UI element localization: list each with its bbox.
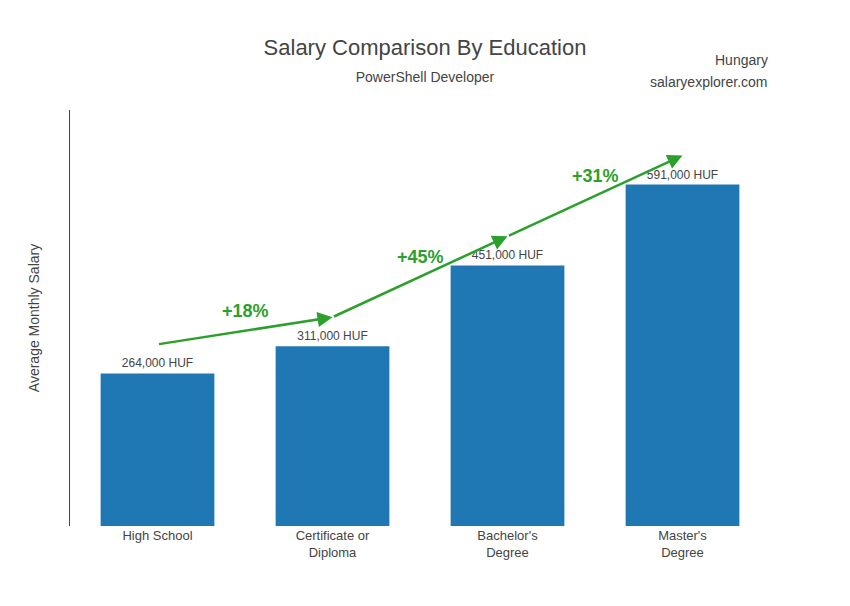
svg-text:Average Monthly Salary: Average Monthly Salary — [26, 244, 42, 392]
svg-text:311,000 HUF: 311,000 HUF — [297, 329, 367, 343]
svg-text:451,000 HUF: 451,000 HUF — [472, 248, 543, 262]
svg-text:+31%: +31% — [572, 166, 619, 186]
svg-text:salaryexplorer.com: salaryexplorer.com — [650, 74, 768, 90]
svg-text:Certificate orDiploma: Certificate orDiploma — [296, 528, 370, 560]
svg-text:591,000 HUF: 591,000 HUF — [647, 168, 718, 182]
svg-text:Bachelor'sDegree: Bachelor'sDegree — [477, 528, 538, 560]
svg-text:Master'sDegree: Master'sDegree — [658, 528, 707, 560]
svg-text:PowerShell Developer: PowerShell Developer — [356, 69, 495, 85]
svg-text:+45%: +45% — [397, 247, 444, 267]
svg-text:Hungary: Hungary — [715, 52, 768, 68]
svg-text:+18%: +18% — [222, 301, 269, 321]
svg-text:Salary Comparison By Education: Salary Comparison By Education — [264, 35, 587, 60]
svg-text:High School: High School — [122, 528, 192, 543]
svg-text:264,000 HUF: 264,000 HUF — [122, 356, 193, 370]
